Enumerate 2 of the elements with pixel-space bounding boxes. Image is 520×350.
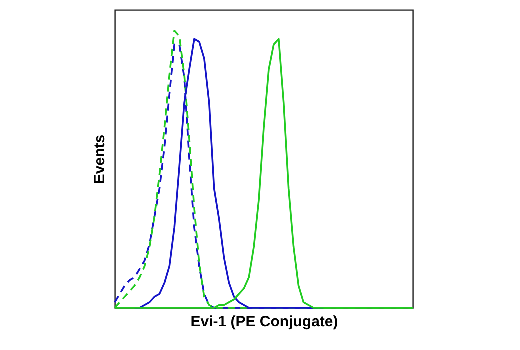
y-axis-title: Events — [92, 134, 108, 184]
x-axis-title: Evi-1 (PE Conjugate) — [190, 314, 338, 330]
